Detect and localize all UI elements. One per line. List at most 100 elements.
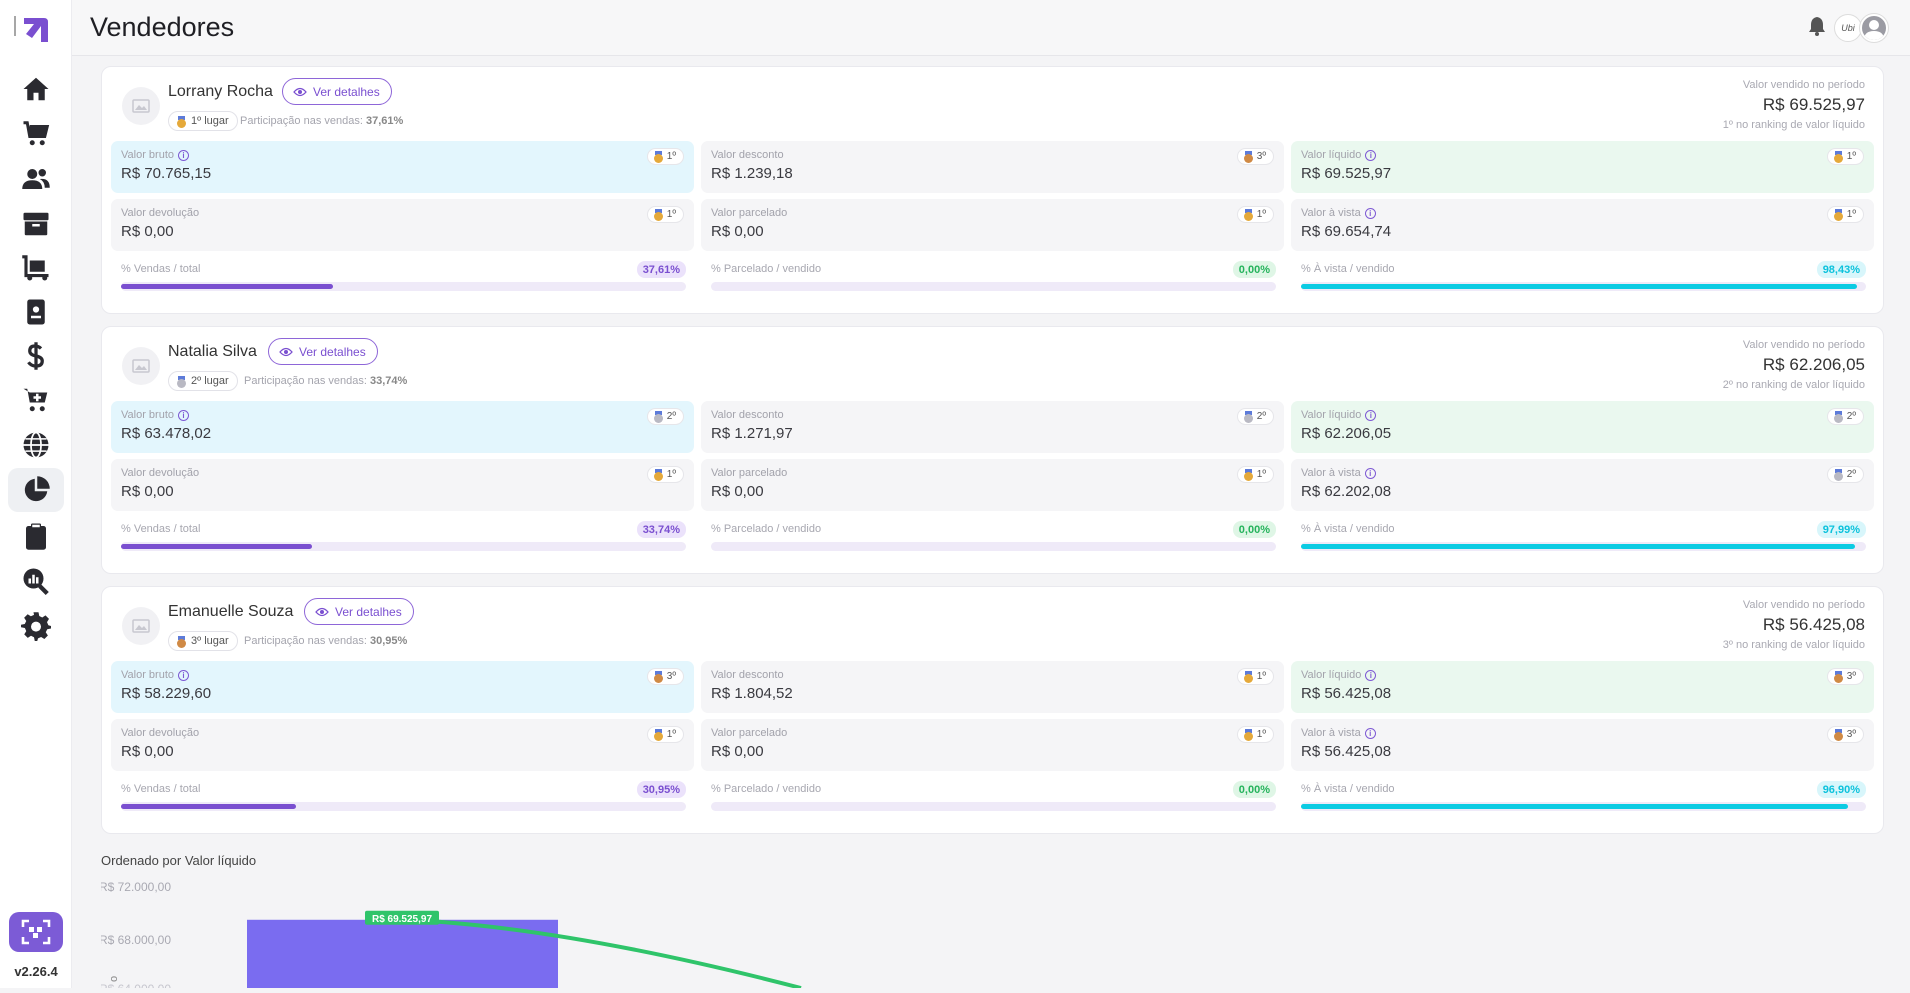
progress-pct-a-vista: % À vista / vendido 97,99% [1301, 521, 1866, 555]
rank-badge: 3º [1826, 668, 1864, 685]
sidebar-item-badge[interactable] [8, 290, 64, 334]
metric-valor-parcelado: Valor parcelado R$ 0,00 1º [701, 459, 1284, 511]
view-details-button[interactable]: Ver detalhes [282, 78, 392, 105]
progress-pct-vendas: % Vendas / total 37,61% [121, 261, 686, 295]
metric-valor-desconto: Valor desconto R$ 1.239,18 3º [701, 141, 1284, 193]
sidebar-item-clipboard[interactable] [8, 514, 64, 558]
sidebar-item-users[interactable] [8, 157, 64, 201]
place-badge: 3º lugar [168, 631, 238, 651]
sidebar-item-box[interactable] [8, 202, 64, 246]
progress-label: % À vista / vendido [1301, 263, 1395, 275]
medal-icon [1243, 411, 1253, 423]
rank-badge: 1º [1236, 466, 1274, 483]
seller-photo [122, 607, 160, 645]
view-details-button[interactable]: Ver detalhes [304, 598, 414, 625]
sidebar: v2.26.4 [0, 0, 72, 988]
period-value: R$ 62.206,05 [1762, 355, 1865, 374]
progress-label: % Vendas / total [121, 783, 201, 795]
sidebar-item-reports[interactable] [8, 468, 64, 512]
chart-bar[interactable] [247, 919, 558, 988]
rank-label: 1º [666, 151, 676, 162]
metric-label: Valor à vista [1301, 467, 1361, 479]
progress-fill [1301, 804, 1849, 809]
seller-photo [122, 87, 160, 125]
sidebar-item-cart[interactable] [8, 112, 64, 156]
seller-card: Natalia Silva Ver detalhes 2º lugar Partici… [101, 326, 1884, 574]
metric-value: R$ 1.804,52 [711, 685, 793, 702]
info-icon[interactable]: i [178, 149, 189, 161]
progress-value: 0,00% [1232, 261, 1276, 278]
y-axis-label: o [108, 976, 120, 982]
medal-icon [653, 209, 663, 221]
medal-icon [177, 375, 186, 388]
rank-badge: 1º [646, 206, 684, 223]
data-label-text: R$ 69.525,97 [372, 914, 432, 925]
app-version: v2.26.4 [14, 964, 58, 979]
seller-card: Lorrany Rocha Ver detalhes 1º lugar Partici… [101, 66, 1884, 314]
medal-icon [653, 151, 663, 163]
info-icon[interactable]: i [1365, 149, 1377, 161]
eye-icon [279, 347, 293, 356]
medal-icon [1833, 151, 1843, 163]
image-placeholder-icon [132, 359, 150, 373]
info-icon[interactable]: i [178, 409, 189, 421]
metric-valor-devolucao: Valor devolução R$ 0,00 1º [111, 719, 694, 771]
chart-title: Ordenado por Valor líquido [101, 853, 257, 868]
info-icon[interactable]: i [1364, 727, 1376, 739]
progress-fill [1301, 544, 1855, 549]
sidebar-item-home[interactable] [8, 67, 64, 111]
metric-value: R$ 0,00 [121, 223, 174, 240]
app-logo[interactable] [14, 14, 58, 46]
metric-valor-a-vista: Valor à vista i R$ 56.425,08 3º [1291, 719, 1874, 771]
info-icon[interactable]: i [178, 669, 189, 681]
rank-badge: 1º [1236, 206, 1274, 223]
sidebar-item-globe[interactable] [8, 423, 64, 467]
info-icon[interactable]: i [1364, 467, 1376, 479]
share-label: Participação nas vendas: [240, 115, 363, 127]
view-details-label: Ver detalhes [313, 84, 380, 99]
globe-icon [23, 431, 49, 459]
bell-icon[interactable] [1808, 16, 1826, 36]
pie-chart-icon [24, 476, 50, 502]
progress-value: 0,00% [1232, 521, 1276, 538]
metric-label: Valor bruto [121, 669, 174, 681]
progress-fill [121, 544, 312, 549]
place-badge: 1º lugar [168, 111, 238, 131]
cart-plus-icon [23, 388, 48, 412]
metric-label: Valor desconto [711, 669, 784, 681]
info-icon[interactable]: i [1365, 669, 1377, 681]
data-label: R$ 69.525,97 [365, 910, 439, 925]
metric-value: R$ 58.229,60 [121, 685, 212, 702]
metric-value: R$ 69.525,97 [1301, 165, 1392, 182]
progress-fill [121, 804, 296, 809]
sidebar-item-finance[interactable] [8, 334, 64, 378]
metric-label: Valor parcelado [711, 727, 788, 739]
place-label: 3º lugar [191, 635, 229, 647]
sidebar-item-analytics[interactable] [8, 559, 64, 603]
medal-icon [177, 635, 186, 648]
company-avatar[interactable]: Ubi [1834, 14, 1862, 42]
sidebar-item-cart-add[interactable] [8, 378, 64, 422]
sales-share: Participação nas vendas: 37,61% [240, 115, 403, 127]
user-icon [1864, 20, 1884, 40]
rank-label: 1º [1256, 209, 1266, 220]
medal-icon [1833, 469, 1843, 481]
progress-label: % Vendas / total [121, 523, 201, 535]
metric-valor-desconto: Valor desconto R$ 1.271,97 2º [701, 401, 1284, 453]
sidebar-item-trolley[interactable] [8, 246, 64, 290]
user-avatar[interactable] [1860, 14, 1888, 42]
sidebar-item-settings[interactable] [8, 604, 64, 648]
y-tick-label: R$ 68.000,00 [101, 933, 171, 947]
info-icon[interactable]: i [1365, 409, 1377, 421]
place-label: 1º lugar [191, 115, 229, 127]
view-details-button[interactable]: Ver detalhes [268, 338, 378, 365]
metric-valor-liquido: Valor líquido i R$ 56.425,08 3º [1291, 661, 1874, 713]
metric-valor-bruto: Valor bruto i R$ 58.229,60 3º [111, 661, 694, 713]
rank-badge: 1º [1826, 148, 1864, 165]
scanner-button[interactable] [9, 912, 63, 952]
info-icon[interactable]: i [1364, 207, 1376, 219]
medal-icon [1833, 729, 1843, 741]
medal-icon [1243, 729, 1253, 741]
metric-valor-parcelado: Valor parcelado R$ 0,00 1º [701, 719, 1284, 771]
metric-label: Valor líquido [1301, 669, 1362, 681]
